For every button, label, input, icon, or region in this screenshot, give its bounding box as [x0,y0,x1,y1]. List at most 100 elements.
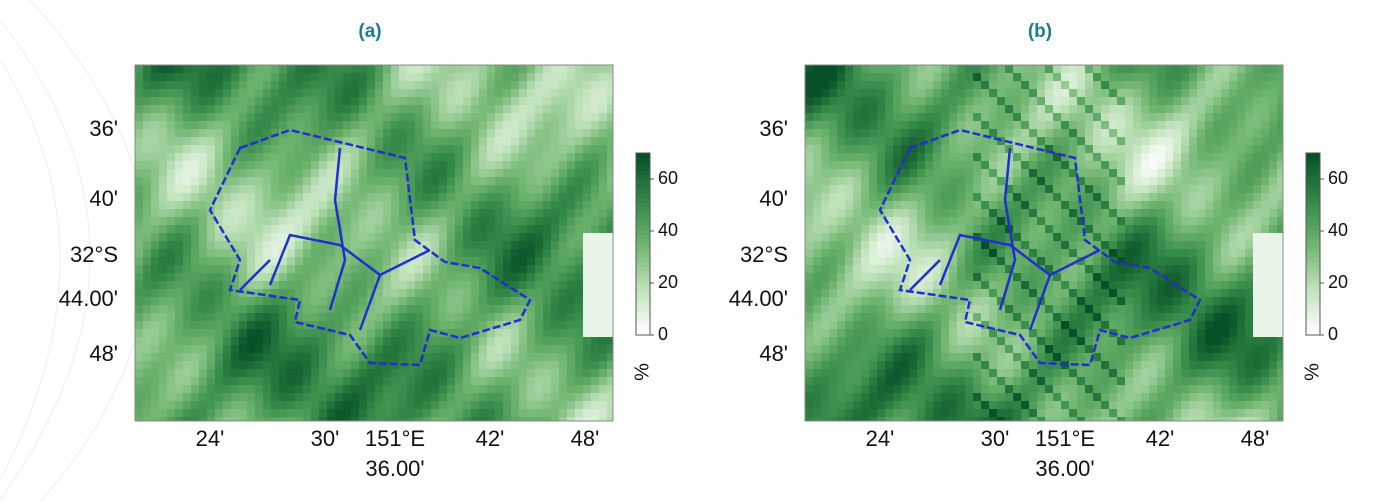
raster-cell [1101,297,1109,305]
raster-cell [503,169,511,177]
raster-cell [327,385,335,393]
raster-cell [1037,105,1045,113]
raster-cell [591,313,599,321]
raster-cell [1101,289,1109,297]
raster-cell [391,225,399,233]
raster-cell [845,177,853,185]
raster-cell [1061,113,1069,121]
colorbar-cell [636,271,650,276]
raster-cell [343,337,351,345]
raster-cell [175,377,183,385]
raster-cell [543,297,551,305]
raster-cell [391,177,399,185]
raster-cell [167,305,175,313]
raster-cell [135,353,143,361]
raster-cell [511,105,519,113]
raster-cell [335,337,343,345]
raster-cell [805,89,813,97]
colorbar-cell [636,158,650,163]
raster-cell [447,217,455,225]
raster-cell [981,193,989,201]
raster-cell [311,225,319,233]
raster-cell [527,169,535,177]
raster-cell [1213,89,1221,97]
raster-cell [591,185,599,193]
raster-cell [829,225,837,233]
raster-cell [407,393,415,401]
raster-cell [575,297,583,305]
raster-cell [287,265,295,273]
raster-cell [359,233,367,241]
raster-cell [1189,257,1197,265]
raster-cell [287,105,295,113]
raster-cell [255,121,263,129]
raster-cell [829,161,837,169]
raster-cell [295,73,303,81]
raster-cell [247,169,255,177]
raster-cell [223,209,231,217]
raster-cell [367,385,375,393]
raster-cell [535,297,543,305]
raster-cell [813,353,821,361]
raster-cell [175,153,183,161]
raster-cell [159,313,167,321]
raster-cell [503,409,511,417]
raster-cell [327,345,335,353]
raster-cell [223,137,231,145]
raster-cell [471,305,479,313]
raster-cell [375,297,383,305]
raster-cell [1093,105,1101,113]
raster-cell [1141,145,1149,153]
raster-cell [845,297,853,305]
raster-cell [271,201,279,209]
raster-cell [303,329,311,337]
raster-cell [877,273,885,281]
raster-cell [287,161,295,169]
raster-cell [247,209,255,217]
raster-cell [591,385,599,393]
raster-cell [255,385,263,393]
raster-cell [805,169,813,177]
raster-cell [1245,65,1253,73]
raster-cell [319,153,327,161]
raster-cell [1117,81,1125,89]
raster-cell [487,241,495,249]
raster-cell [575,409,583,417]
raster-cell [503,81,511,89]
figure: (a)36'40'32°S44.00'48'24'30'151°E36.00'4… [0,0,1385,502]
raster-cell [351,409,359,417]
raster-cell [383,113,391,121]
raster-cell [447,377,455,385]
raster-cell [295,369,303,377]
raster-cell [247,193,255,201]
raster-cell [877,345,885,353]
raster-cell [933,241,941,249]
raster-cell [487,297,495,305]
raster-cell [503,193,511,201]
raster-cell [599,217,607,225]
raster-cell [925,113,933,121]
raster-cell [271,65,279,73]
raster-cell [455,113,463,121]
raster-cell [519,385,527,393]
raster-cell [1269,209,1277,217]
raster-cell [981,337,989,345]
raster-cell [239,97,247,105]
raster-cell [575,241,583,249]
raster-cell [1269,201,1277,209]
raster-cell [359,65,367,73]
raster-cell [455,129,463,137]
raster-cell [151,417,159,421]
raster-cell [479,177,487,185]
raster-cell [829,345,837,353]
raster-cell [981,241,989,249]
raster-cell [391,145,399,153]
raster-cell [853,81,861,89]
raster-cell [519,401,527,409]
raster-cell [821,241,829,249]
raster-cell [1229,313,1237,321]
raster-cell [949,73,957,81]
raster-cell [1221,73,1229,81]
raster-cell [303,225,311,233]
raster-cell [1053,185,1061,193]
